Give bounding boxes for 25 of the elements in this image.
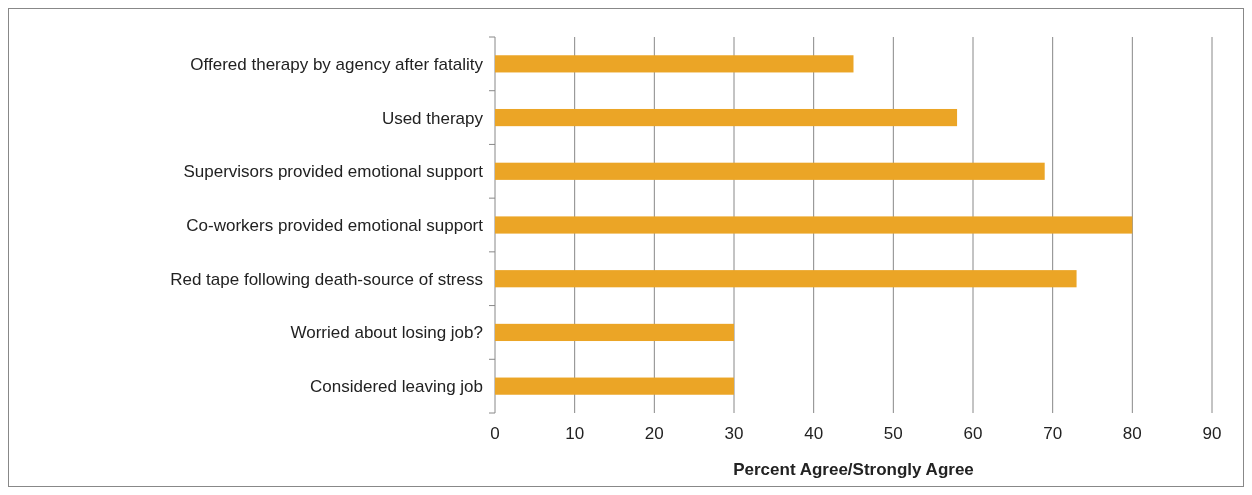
x-tick-label: 0 bbox=[490, 424, 500, 443]
x-tick-label: 30 bbox=[724, 424, 744, 443]
bar bbox=[495, 55, 854, 73]
bar bbox=[495, 108, 958, 127]
bar bbox=[495, 323, 734, 342]
x-tick-label: 70 bbox=[1043, 424, 1063, 443]
y-tick-label: Supervisors provided emotional support bbox=[183, 162, 484, 182]
y-tick-label: Offered therapy by agency after fatality bbox=[190, 54, 484, 74]
x-tick-label: 10 bbox=[565, 424, 585, 443]
y-tick-label: Red tape following death-source of stress bbox=[170, 269, 483, 289]
y-tick-label: Worried about losing job? bbox=[290, 323, 483, 343]
bar bbox=[495, 216, 1133, 234]
x-tick-label: 50 bbox=[883, 424, 903, 443]
bar bbox=[495, 270, 1077, 288]
y-tick-label: Co-workers provided emotional support bbox=[186, 215, 484, 235]
x-tick-label: 40 bbox=[804, 424, 824, 443]
x-tick-label: 80 bbox=[1122, 424, 1142, 443]
x-tick-label: 90 bbox=[1202, 424, 1222, 443]
x-axis-title: Percent Agree/Strongly Agree bbox=[733, 460, 974, 479]
bar bbox=[495, 162, 1045, 180]
x-tick-label: 60 bbox=[963, 424, 983, 443]
y-tick-label: Used therapy bbox=[381, 108, 484, 128]
x-tick-label: 20 bbox=[644, 424, 664, 443]
bar bbox=[495, 377, 734, 395]
y-tick-label: Considered leaving job bbox=[310, 377, 483, 397]
